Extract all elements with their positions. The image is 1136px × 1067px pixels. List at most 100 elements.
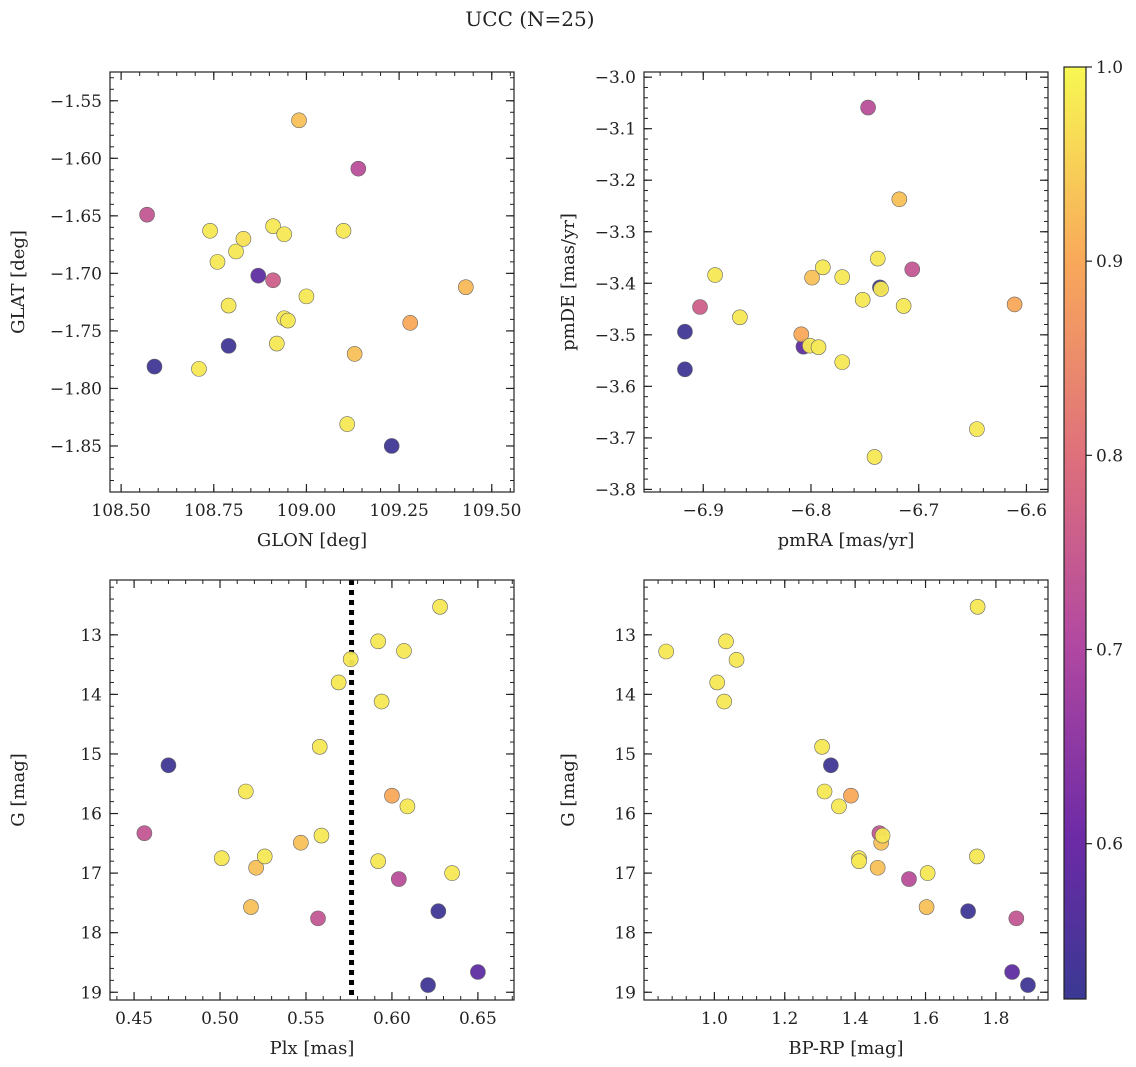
minor-ticks <box>110 580 514 1000</box>
plot-frame <box>643 579 1049 1001</box>
data-point <box>310 910 326 927</box>
y-axis-label: G [mag] <box>8 753 29 826</box>
data-point <box>834 354 851 370</box>
y-axis-label: pmDE [mas/yr] <box>558 213 579 351</box>
x-tick-label: −6.6 <box>1006 501 1047 521</box>
data-point <box>718 633 734 650</box>
data-point <box>444 865 460 881</box>
data-point <box>220 338 237 354</box>
data-point <box>728 652 745 668</box>
x-tick-label: 108.75 <box>184 501 243 521</box>
x-tick-label: 109.50 <box>462 501 521 521</box>
x-tick-label: 109.00 <box>277 501 336 521</box>
y-tick-label: 18 <box>80 924 102 944</box>
data-point <box>732 309 748 326</box>
data-point <box>268 335 285 352</box>
colorbar-tick-label: 1.0 <box>1096 58 1123 78</box>
x-tick-label: 0.55 <box>287 1009 325 1029</box>
data-point <box>384 787 400 804</box>
x-axis-label: BP-RP [mag] <box>788 1038 903 1059</box>
data-point <box>904 261 921 278</box>
colorbar-tick-label: 0.6 <box>1096 835 1123 855</box>
data-point <box>793 326 810 343</box>
data-point <box>834 269 851 285</box>
points <box>658 599 1036 993</box>
data-point <box>342 651 359 668</box>
data-point <box>960 903 976 920</box>
data-point <box>1008 910 1025 927</box>
data-point <box>1004 964 1020 980</box>
y-tick-label: −3.2 <box>595 171 636 191</box>
colorbar-tick-label: 0.8 <box>1096 446 1123 466</box>
data-point <box>370 853 386 869</box>
data-point <box>291 112 307 129</box>
data-point <box>346 346 363 362</box>
y-tick-label: −3.0 <box>595 68 636 88</box>
x-tick-label: 109.25 <box>369 501 428 521</box>
data-point <box>293 834 309 851</box>
data-point <box>238 783 254 800</box>
data-point <box>313 827 330 844</box>
data-point <box>814 739 830 755</box>
data-point <box>831 798 847 815</box>
colorbar-gradient <box>1063 66 1087 1000</box>
y-axis-label: GLAT [deg] <box>8 230 29 334</box>
y-tick-label: −1.70 <box>50 264 102 284</box>
plot-frame <box>109 71 515 493</box>
data-point <box>692 299 708 315</box>
plot-frame <box>643 71 1049 493</box>
data-point <box>658 643 674 660</box>
data-point <box>677 361 693 378</box>
y-tick-label: −1.60 <box>50 149 102 169</box>
data-point <box>823 757 839 774</box>
panel-pmra-pmde: −6.9 −6.8 −6.7 −6.6 −3.8 −3.7 −3.6 −3.5 −3.4 −3.3… <box>558 68 1049 551</box>
data-point <box>709 674 725 691</box>
data-point <box>202 222 218 239</box>
data-point <box>843 787 859 804</box>
y-tick-label: −3.6 <box>595 377 636 397</box>
data-point <box>1020 977 1036 993</box>
points <box>136 599 486 993</box>
x-tick-label: −6.7 <box>898 501 939 521</box>
data-point <box>228 243 244 260</box>
y-tick-label: 19 <box>614 983 636 1003</box>
data-point <box>396 643 412 659</box>
plot-frame <box>109 579 515 1001</box>
panel-glon-glat: 108.50 108.75 109.00 109.25 109.50 −1.85 −1.80… <box>8 71 522 551</box>
data-point <box>804 269 820 286</box>
points <box>139 112 474 454</box>
data-point <box>969 421 985 437</box>
y-tick-label: 14 <box>80 685 102 705</box>
data-point <box>677 323 693 340</box>
x-axis-label: Plx [mas] <box>270 1038 355 1059</box>
data-point <box>330 674 347 691</box>
data-point <box>420 977 436 993</box>
data-point <box>969 599 986 615</box>
data-point <box>235 231 252 247</box>
x-tick-label: 1.4 <box>842 1009 869 1029</box>
data-point <box>816 783 833 800</box>
data-point <box>470 964 486 980</box>
data-point <box>969 848 985 865</box>
data-point <box>869 859 886 876</box>
data-point <box>256 848 273 865</box>
data-point <box>265 272 281 289</box>
data-point <box>716 693 733 710</box>
data-point <box>280 312 296 329</box>
y-tick-label: 14 <box>614 685 636 705</box>
y-tick-label: 15 <box>80 745 102 765</box>
data-point <box>458 279 474 295</box>
data-point <box>869 250 886 267</box>
data-point <box>276 226 293 243</box>
x-tick-label: 1.8 <box>982 1009 1009 1029</box>
data-point <box>901 871 917 887</box>
y-tick-label: −1.85 <box>50 437 102 457</box>
data-point <box>191 361 207 377</box>
data-point <box>1006 296 1023 313</box>
y-tick-label: 18 <box>614 924 636 944</box>
minor-ticks <box>110 72 514 492</box>
data-point <box>707 267 723 283</box>
x-tick-label: 0.45 <box>115 1009 153 1029</box>
panel-bprp-g: 1.0 1.2 1.4 1.6 1.8 13 14 15 16 17 18 19 BP-RP [mag]… <box>558 579 1049 1059</box>
data-point <box>373 693 390 710</box>
